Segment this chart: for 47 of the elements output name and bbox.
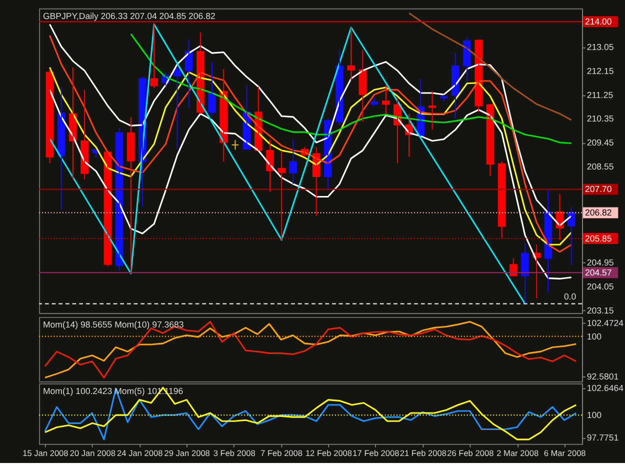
candlestick — [231, 140, 240, 150]
x-tick-label: 12 Feb 2008 — [305, 448, 352, 458]
x-tick-label: 2 Mar 2008 — [496, 448, 539, 458]
x-tick-label: 7 Feb 2008 — [260, 448, 303, 458]
line-series — [130, 33, 572, 144]
y-tick-label: 210.35 — [586, 114, 614, 124]
x-tick-label: 26 Feb 2008 — [447, 448, 494, 458]
x-tick-label: 17 Feb 2008 — [352, 448, 400, 458]
annotation: 0.0 — [564, 291, 576, 302]
y-tick-label: 209.45 — [586, 138, 614, 148]
candlestick — [278, 150, 286, 240]
ref-line-label: 205.85 — [584, 233, 612, 244]
x-tick-label: 3 Feb 2008 — [213, 448, 256, 458]
y-tick-label: 203.15 — [586, 305, 614, 316]
x-tick-label: 29 Jan 2008 — [164, 448, 210, 458]
y-tick-label: 100 — [586, 410, 602, 420]
y-tick-label: 100 — [586, 331, 602, 342]
y-tick-label: 92.5801 — [586, 372, 619, 382]
x-tick-label: 6 Mar 2008 — [544, 448, 586, 458]
y-tick-label: 97.7751 — [586, 432, 619, 443]
candlestick — [150, 24, 158, 89]
y-tick-label: 211.25 — [586, 90, 614, 100]
y-tick-label: 208.55 — [586, 162, 614, 172]
y-tick-label: 204.05 — [586, 281, 614, 292]
y-tick-label: 213.05 — [586, 42, 614, 52]
candlestick — [126, 116, 135, 274]
ref-line-label: 214.00 — [584, 16, 612, 27]
candlestick — [347, 27, 356, 81]
line-series — [48, 89, 572, 280]
y-tick-label: 102.6464 — [586, 383, 624, 394]
x-tick-label: 21 Feb 2008 — [400, 448, 447, 458]
line-series — [48, 34, 572, 253]
line-series — [48, 24, 526, 305]
candlestick — [440, 94, 448, 102]
x-tick-label: 20 Jan 2008 — [70, 448, 116, 458]
x-tick-label: 24 Jan 2008 — [117, 448, 164, 458]
ref-line-label: 207.70 — [584, 184, 612, 194]
y-tick-label: 204.95 — [586, 257, 614, 268]
y-tick-label: 102.4724 — [586, 318, 624, 328]
chart-title: Mom(14) 98.5655 Mom(10) 97.3683 — [42, 320, 184, 330]
line-series — [408, 12, 572, 121]
ref-line-label: 206.82 — [584, 208, 612, 218]
ref-line-label: 204.57 — [584, 268, 612, 278]
x-tick-label: 15 Jan 2008 — [22, 448, 69, 458]
candlestick — [428, 90, 436, 130]
y-tick-label: 212.15 — [586, 66, 614, 76]
chart-title: GBPJPY,Daily 206.33 207.04 204.85 206.82 — [42, 11, 216, 22]
